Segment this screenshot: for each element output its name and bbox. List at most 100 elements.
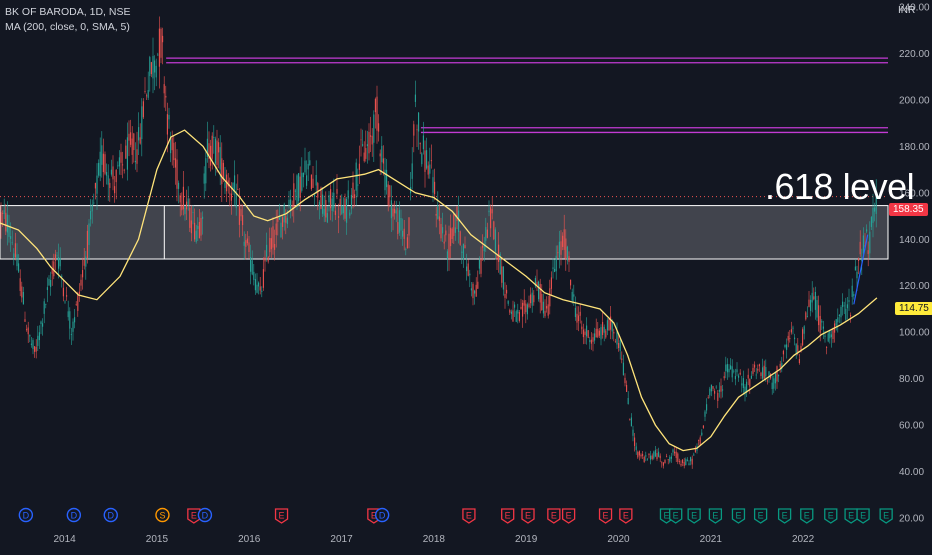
earnings-marker[interactable]: E bbox=[844, 508, 858, 524]
candle-body bbox=[795, 343, 797, 353]
candle-body bbox=[350, 194, 352, 209]
y-tick-label: 240.00 bbox=[899, 3, 930, 14]
dividend-marker-shape bbox=[374, 507, 390, 523]
candle-body bbox=[392, 208, 394, 217]
candle-body bbox=[32, 340, 34, 350]
candle-body bbox=[541, 293, 543, 311]
candle-body bbox=[794, 337, 796, 340]
candle-body bbox=[21, 286, 23, 298]
candle-body bbox=[691, 458, 693, 465]
candle-body bbox=[45, 303, 47, 305]
earnings-marker-shape bbox=[687, 508, 701, 524]
split-marker[interactable]: S bbox=[155, 507, 170, 523]
dividend-marker[interactable]: D bbox=[103, 507, 118, 523]
candle-body bbox=[251, 260, 253, 275]
candle-body bbox=[867, 250, 869, 255]
candle-body bbox=[424, 150, 426, 172]
candle-body bbox=[355, 162, 357, 191]
candle-body bbox=[651, 455, 653, 460]
candle-body bbox=[590, 339, 592, 344]
earnings-marker[interactable]: E bbox=[462, 508, 476, 524]
candle-body bbox=[653, 451, 655, 459]
candle-body bbox=[718, 389, 720, 392]
candle-body bbox=[154, 60, 156, 73]
candle-body bbox=[686, 459, 688, 461]
earnings-marker[interactable]: E bbox=[824, 508, 838, 524]
candle-body bbox=[426, 150, 428, 169]
candle-body bbox=[648, 453, 650, 456]
candle-body bbox=[480, 259, 482, 274]
candle-body bbox=[14, 243, 16, 258]
candle-body bbox=[139, 137, 141, 144]
dividend-marker[interactable]: D bbox=[66, 507, 82, 523]
indicator-legend[interactable]: MA (200, close, 0, SMA, 5) bbox=[5, 21, 130, 33]
earnings-marker[interactable]: E bbox=[687, 508, 701, 524]
candle-body bbox=[774, 372, 776, 384]
candle-body bbox=[579, 311, 581, 316]
candle-body bbox=[141, 106, 143, 140]
candle-body bbox=[82, 270, 84, 278]
candle-body bbox=[634, 437, 636, 446]
earnings-marker[interactable]: E bbox=[187, 508, 201, 524]
candle-body bbox=[750, 375, 752, 379]
x-tick-label: 2019 bbox=[515, 534, 538, 545]
earnings-marker[interactable]: E bbox=[753, 508, 768, 524]
earnings-marker[interactable]: E bbox=[521, 508, 535, 524]
candle-body bbox=[53, 261, 55, 277]
candle-body bbox=[64, 301, 66, 303]
earnings-marker[interactable]: E bbox=[708, 508, 723, 524]
earnings-marker-shape bbox=[187, 508, 201, 524]
candle-body bbox=[474, 290, 476, 294]
dividend-marker[interactable]: D bbox=[197, 507, 213, 523]
candle-body bbox=[373, 114, 375, 143]
candle-body bbox=[626, 385, 628, 392]
candle-body bbox=[832, 328, 834, 340]
earnings-marker[interactable]: E bbox=[561, 508, 576, 524]
candle-body bbox=[606, 320, 608, 331]
candle-body bbox=[197, 225, 199, 229]
fib-level-annotation: .618 level bbox=[765, 166, 915, 207]
candle-body bbox=[862, 235, 864, 254]
earnings-marker[interactable]: E bbox=[598, 508, 613, 524]
earnings-marker[interactable]: E bbox=[619, 508, 633, 524]
candle-body bbox=[379, 153, 381, 157]
earnings-marker-shape bbox=[731, 508, 746, 524]
earnings-marker[interactable]: E bbox=[879, 508, 893, 524]
candle-body bbox=[547, 304, 549, 316]
candle-body bbox=[784, 344, 786, 348]
candle-body bbox=[402, 230, 404, 237]
candle-body bbox=[616, 330, 618, 345]
earnings-marker[interactable]: E bbox=[669, 508, 683, 524]
candle-body bbox=[427, 165, 429, 175]
earnings-marker[interactable]: E bbox=[800, 508, 814, 524]
y-tick-label: 180.00 bbox=[899, 142, 930, 153]
earnings-marker[interactable]: E bbox=[274, 508, 289, 524]
candle-body bbox=[174, 158, 176, 168]
candle-body bbox=[182, 186, 184, 210]
candle-body bbox=[611, 320, 613, 332]
candle-body bbox=[144, 91, 146, 93]
candle-body bbox=[558, 241, 560, 258]
earnings-marker[interactable]: E bbox=[731, 508, 746, 524]
candle-body bbox=[866, 229, 868, 232]
candle-body bbox=[661, 462, 663, 464]
earnings-marker[interactable]: E bbox=[501, 508, 515, 524]
candle-body bbox=[302, 172, 304, 178]
candle-body bbox=[746, 381, 748, 393]
earnings-marker[interactable]: E bbox=[777, 508, 792, 524]
candle-body bbox=[366, 144, 368, 147]
candle-body bbox=[178, 182, 180, 189]
earnings-marker[interactable]: E bbox=[856, 508, 870, 524]
candle-body bbox=[202, 216, 204, 219]
candle-body bbox=[363, 152, 365, 162]
candle-body bbox=[205, 158, 207, 184]
candle-body bbox=[683, 462, 685, 466]
dividend-marker[interactable]: D bbox=[374, 507, 390, 523]
candle-body bbox=[235, 191, 237, 208]
candle-body bbox=[72, 321, 74, 332]
earnings-marker[interactable]: E bbox=[547, 508, 561, 524]
dividend-marker[interactable]: D bbox=[18, 507, 34, 523]
candle-body bbox=[803, 326, 805, 334]
